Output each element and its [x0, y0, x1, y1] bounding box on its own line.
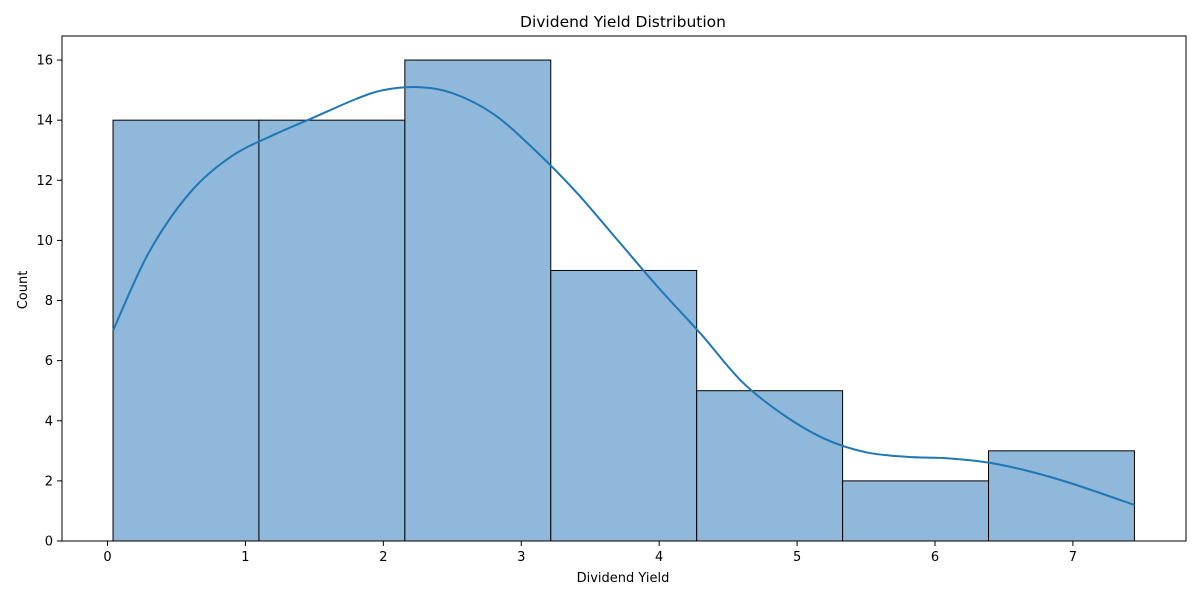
y-axis-ticks: 0 2 4 6 8 10 12 14 16	[36, 54, 62, 550]
x-tick-label: 7	[1069, 550, 1077, 565]
y-tick-label: 16	[36, 54, 53, 69]
chart-title: Dividend Yield Distribution	[520, 13, 726, 31]
histogram-bar	[112, 119, 260, 542]
x-tick-label: 3	[517, 550, 525, 565]
histogram-bars	[112, 59, 1135, 542]
y-tick-label: 0	[45, 535, 53, 550]
plot-frame	[61, 35, 1187, 542]
histogram-bar	[550, 269, 698, 542]
histogram-bar	[404, 59, 552, 542]
histogram-bar	[696, 390, 844, 542]
x-axis-ticks: 0 1 2 3 4 5 6 7	[103, 541, 1077, 565]
histogram-bar	[988, 450, 1135, 542]
y-tick-label: 6	[45, 354, 53, 369]
histogram-bar	[842, 480, 990, 542]
y-tick-label: 2	[45, 474, 53, 489]
kde-curve	[112, 86, 1135, 506]
x-tick-label: 6	[931, 550, 939, 565]
y-tick-label: 14	[36, 114, 53, 129]
x-tick-label: 5	[793, 550, 801, 565]
y-axis-label: Count	[16, 271, 31, 310]
y-tick-label: 12	[36, 174, 53, 189]
histogram-bar	[258, 119, 406, 542]
x-axis-label: Dividend Yield	[577, 571, 670, 586]
x-tick-label: 0	[103, 550, 111, 565]
y-tick-label: 10	[36, 234, 53, 249]
x-tick-label: 4	[655, 550, 663, 565]
y-tick-label: 4	[45, 414, 53, 429]
y-tick-label: 8	[45, 294, 53, 309]
x-tick-label: 2	[379, 550, 387, 565]
x-tick-label: 1	[241, 550, 249, 565]
